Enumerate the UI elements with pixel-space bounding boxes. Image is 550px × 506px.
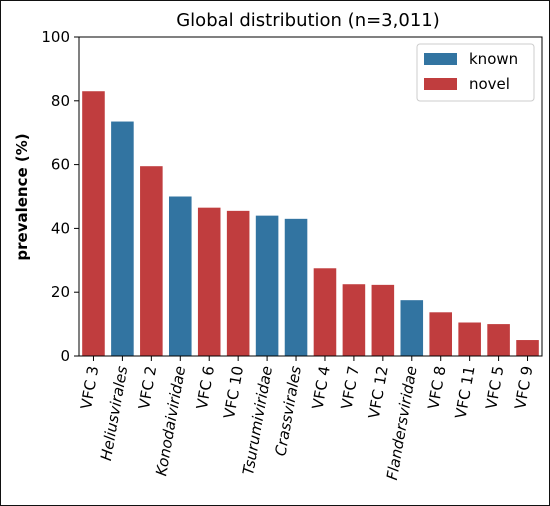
x-tick-label: VFC 11 [452, 365, 479, 421]
y-axis-ticks: 0 20 40 60 80 100 [41, 28, 79, 365]
x-tick-label: VFC 7 [338, 365, 363, 411]
x-tick-label: VFC 12 [365, 365, 392, 421]
legend-swatch-known [424, 53, 457, 65]
x-tick-label: VFC 8 [424, 365, 449, 411]
bar-14 [458, 322, 481, 356]
x-tick-label: VFC 10 [220, 365, 247, 421]
x-tick-label: VFC 3 [77, 365, 102, 411]
bar-4 [168, 196, 192, 356]
bar-1 [82, 91, 105, 356]
y-tick-label: 40 [51, 219, 70, 237]
y-tick-label: 0 [60, 347, 70, 365]
x-tick-label: Heliusvirales [97, 364, 131, 462]
plot-area-frame [78, 36, 543, 357]
x-tick-label: VFC 5 [482, 365, 507, 411]
bars-group [82, 91, 539, 356]
x-tick-label: VFC 6 [193, 365, 218, 411]
y-tick-label: 20 [51, 283, 70, 301]
legend-swatch-novel [424, 78, 457, 90]
bar-16 [516, 340, 539, 356]
x-tick-label: Crassvirales [271, 364, 305, 457]
bar-3 [140, 166, 163, 356]
legend-label-novel: novel [469, 75, 510, 93]
bar-15 [487, 324, 510, 356]
bar-12 [400, 300, 424, 356]
legend: known novel [416, 43, 535, 102]
x-tick-label: VFC 9 [511, 365, 536, 411]
bar-8 [284, 218, 308, 356]
y-tick-label: 60 [51, 156, 70, 174]
bar-5 [197, 207, 221, 356]
y-tick-label: 100 [41, 28, 70, 46]
bar-2 [111, 121, 134, 356]
bar-13 [429, 312, 453, 356]
legend-label-known: known [469, 50, 518, 68]
y-tick-label: 80 [51, 92, 70, 110]
x-tick-label: VFC 2 [135, 365, 160, 411]
y-axis-label: prevalence (%) [13, 133, 31, 260]
bar-7 [255, 215, 279, 356]
x-tick-label: VFC 4 [309, 365, 334, 411]
bar-6 [226, 210, 250, 356]
bar-10 [342, 284, 366, 356]
bar-9 [313, 268, 337, 356]
chart-title: Global distribution (n=3,011) [176, 10, 440, 31]
bar-11 [371, 284, 395, 356]
